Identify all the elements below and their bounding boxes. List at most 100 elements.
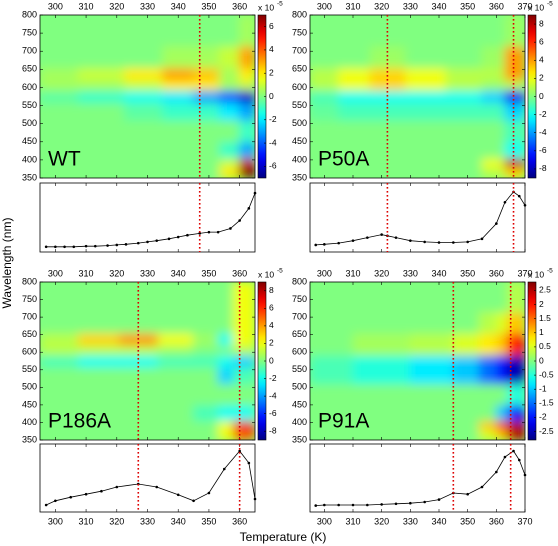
line-point <box>409 239 412 242</box>
colorbar-tick-label: 0 <box>539 355 544 365</box>
heatmap-cell <box>405 89 447 104</box>
heatmap-cell <box>40 366 79 385</box>
heatmap-cell <box>77 67 125 81</box>
heatmap-cell <box>481 89 506 104</box>
heatmap-cell <box>157 428 195 440</box>
line-point <box>503 200 507 204</box>
heatmap-cell <box>310 354 354 368</box>
colorbar-tick-label: 8 <box>269 285 274 295</box>
x-tick-label: 370 <box>517 268 532 278</box>
heatmap-cell <box>495 354 509 368</box>
x-tick-label: 300 <box>48 1 63 11</box>
y-tick-label: 550 <box>22 364 37 374</box>
heatmap-cell <box>123 102 164 121</box>
line-point <box>84 244 88 248</box>
y-tick-label: 800 <box>292 9 307 19</box>
colorbar-tick-label: 2 <box>269 67 274 77</box>
line-point <box>54 499 57 503</box>
heatmap-cell <box>239 15 255 47</box>
heatmap-cell <box>233 404 255 422</box>
heatmap-cell <box>478 354 497 368</box>
line-point <box>466 240 469 244</box>
heatmap-cell <box>352 404 411 422</box>
colorbar-tick-label: -6 <box>269 408 277 418</box>
x-tick-label: 310 <box>345 268 360 278</box>
heatmap-cell <box>452 428 480 440</box>
heatmap-cell <box>504 15 525 47</box>
heatmap-cell <box>77 366 121 385</box>
heatmap-cell <box>405 141 447 159</box>
line-point <box>517 194 521 198</box>
heatmap-cell <box>162 141 195 159</box>
heatmap-cell <box>193 383 219 406</box>
line-point <box>84 492 88 496</box>
heatmap-cell <box>77 420 121 430</box>
heatmap-cell <box>40 157 79 168</box>
heatmap-cell <box>123 79 164 91</box>
heatmap-cell <box>452 354 480 368</box>
x-tick-label: 340 <box>431 1 446 11</box>
heatmap-cell <box>445 119 483 143</box>
heatmap-cell <box>77 354 121 368</box>
x-tick-label: 360 <box>489 268 504 278</box>
line-point <box>192 499 195 503</box>
line-point <box>380 503 383 506</box>
heatmap-cell <box>219 67 241 81</box>
heatmap-cell <box>352 383 411 406</box>
line-point <box>480 485 484 489</box>
heatmap-cell <box>77 311 121 334</box>
heatmap-cell <box>478 311 497 334</box>
colorbar-tick-label: 0.5 <box>539 341 551 351</box>
heatmap-cell <box>162 67 195 81</box>
heatmap-cell <box>233 420 255 430</box>
heatmap-cell <box>445 67 483 81</box>
heatmap-cell <box>193 332 219 346</box>
colorbar-tick-label: 2 <box>539 73 544 83</box>
heatmap-cell <box>217 282 234 313</box>
line-point <box>72 245 76 249</box>
colorbar-tick-label: 6 <box>269 21 274 31</box>
heatmap-cell <box>310 157 340 168</box>
heatmap-cell <box>310 282 354 313</box>
heatmap-cell <box>369 157 407 168</box>
heatmap-cell <box>507 428 525 440</box>
y-tick-label: 800 <box>22 276 37 286</box>
heatmap-cell <box>233 366 255 385</box>
heatmap-cell <box>478 428 497 440</box>
line-point <box>437 241 441 244</box>
line-frame <box>39 443 256 513</box>
x-tick-label: 350 <box>460 268 475 278</box>
colorbar-tick-label: -2 <box>269 114 277 124</box>
heatmap-cell <box>409 354 454 368</box>
heatmap-cell <box>40 45 79 69</box>
x-tick-label: 320 <box>109 268 124 278</box>
x-tick-label: 310 <box>345 1 360 11</box>
heatmap-cell <box>310 404 354 422</box>
colorbar-label: x 10 <box>258 2 274 12</box>
line-point <box>394 502 398 506</box>
heatmap-cell <box>405 166 447 178</box>
heatmap-cell <box>239 119 255 143</box>
line-point <box>394 236 398 239</box>
y-tick-label: 550 <box>292 100 307 110</box>
heatmap-cell <box>495 344 509 356</box>
line-point <box>207 491 211 495</box>
line-point <box>523 473 527 477</box>
heatmap-cell <box>409 311 454 334</box>
heatmap-cell <box>338 15 371 47</box>
heatmap-cell <box>193 141 221 159</box>
heatmap-cell <box>310 428 354 440</box>
heatmap-cell <box>233 428 255 440</box>
heatmap-cell <box>162 119 195 143</box>
x-tick-label: 330 <box>140 516 155 526</box>
heatmap-cell <box>193 282 219 313</box>
line-point <box>69 495 73 499</box>
x-tick-label: 370 <box>517 1 532 11</box>
heatmap-cell <box>77 166 125 178</box>
y-tick-label: 600 <box>22 82 37 92</box>
heatmap-cell <box>504 102 525 121</box>
heatmap-cell <box>123 15 164 47</box>
x-tick-label: 360 <box>489 1 504 11</box>
line-point <box>314 504 318 507</box>
y-tick-label: 400 <box>22 417 37 427</box>
